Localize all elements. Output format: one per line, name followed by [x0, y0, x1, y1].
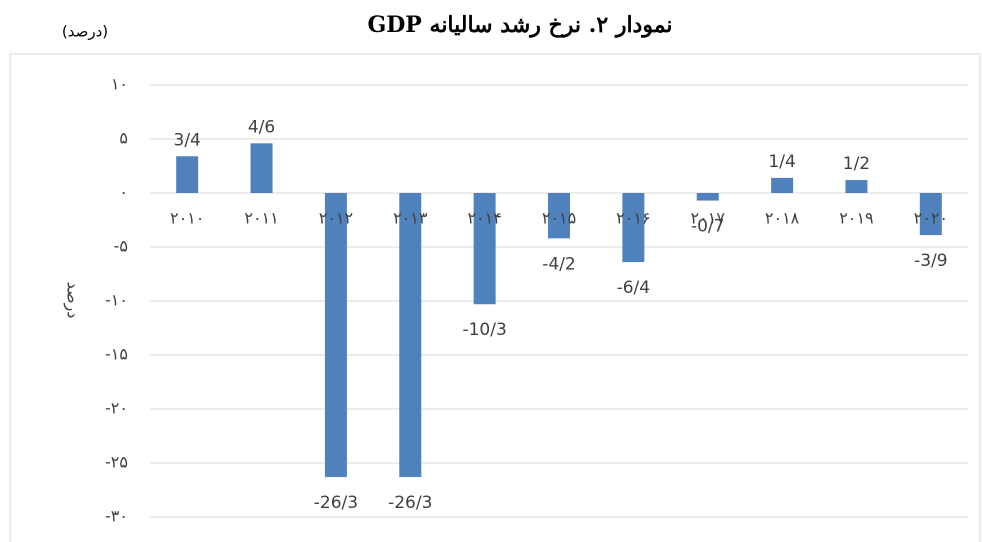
- x-tick-label: ۲۰۱۷: [691, 209, 726, 228]
- x-tick-label: ۲۰۱۱: [244, 209, 278, 228]
- y-tick-label: ۰: [119, 183, 128, 202]
- value-label: -26/3: [314, 493, 358, 513]
- x-tick-label: ۲۰۱۸: [765, 209, 800, 228]
- value-label: -26/3: [388, 493, 432, 513]
- bar: [845, 180, 868, 193]
- bar: [696, 193, 719, 201]
- value-label: -6/4: [617, 278, 651, 298]
- value-label: -4/2: [542, 254, 576, 274]
- x-tick-label: ۲۰۱۹: [839, 209, 873, 228]
- y-tick-label: -۱۵: [105, 345, 128, 364]
- y-tick-label: -۳۰: [105, 507, 128, 526]
- y-tick-label: ۱۰: [111, 75, 128, 94]
- x-tick-label: ۲۰۱۶: [616, 209, 650, 228]
- x-tick-label: ۲۰۱۳: [393, 209, 428, 228]
- chart-title: نمودار ۲. نرخ رشد سالیانه GDP: [367, 12, 672, 38]
- bar: [548, 193, 570, 239]
- y-tick-label: -۱۰: [105, 291, 128, 310]
- x-tick-label: ۲۰۲۰: [914, 209, 948, 228]
- y-tick-label: ۵: [119, 129, 128, 148]
- bar: [473, 193, 496, 305]
- value-label: -3/9: [914, 251, 948, 271]
- bar: [919, 193, 942, 236]
- value-label: 3/4: [174, 130, 201, 150]
- x-tick-label: ۲۰۱۵: [542, 209, 576, 228]
- value-label: -0/7: [691, 217, 725, 237]
- bar: [399, 193, 422, 478]
- x-tick-label: ۲۰۱۴: [467, 209, 501, 228]
- value-label: 1/4: [768, 152, 795, 172]
- value-label: 1/2: [843, 154, 870, 174]
- y-tick-label: -۲۰: [105, 399, 128, 418]
- value-label: 4/6: [248, 117, 275, 137]
- bar: [250, 143, 273, 193]
- chart-border: [9, 53, 981, 542]
- bar: [771, 177, 794, 193]
- bar: [324, 193, 347, 478]
- y-axis-label: درصد: [63, 282, 83, 319]
- x-tick-label: ۲۰۱۲: [319, 209, 353, 228]
- y-tick-label: -۲۵: [105, 453, 128, 472]
- y-tick-label: -۵: [114, 237, 128, 256]
- unit-note: (درصد): [62, 23, 108, 41]
- bar: [622, 193, 645, 263]
- x-tick-label: ۲۰۱۰: [170, 209, 204, 228]
- bar: [176, 156, 199, 193]
- value-label: -10/3: [462, 320, 506, 340]
